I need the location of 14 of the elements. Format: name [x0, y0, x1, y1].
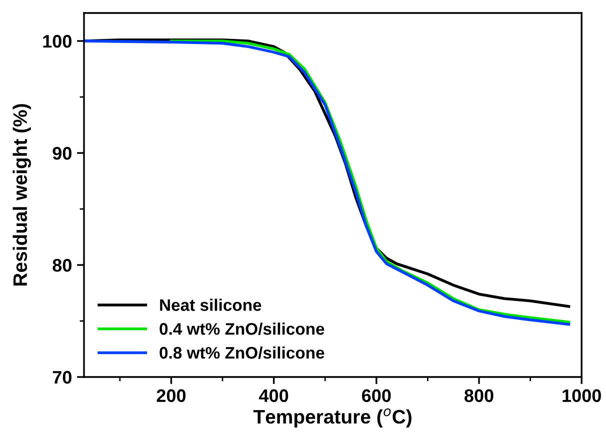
y-tick-label: 80	[52, 258, 72, 272]
legend-label: 0.8 wt% ZnO/silicone	[160, 346, 324, 359]
x-tick-label: 400	[259, 389, 288, 402]
legend-label: Neat silicone	[160, 298, 262, 311]
x-axis-title: Temperature ($^{o}$C)	[253, 408, 412, 428]
y-axis-title: Residual weight (%)	[12, 104, 31, 286]
y-tick-label: 70	[52, 370, 72, 384]
x-tick-label: 600	[362, 389, 391, 402]
y-tick-label: 100	[43, 34, 72, 48]
x-tick-label: 1000	[562, 389, 601, 402]
legend-label: 0.4 wt% ZnO/silicone	[160, 322, 324, 336]
x-tick-label: 200	[156, 389, 186, 402]
x-tick-label: 800	[464, 389, 494, 402]
y-tick-label: 90	[52, 146, 72, 160]
